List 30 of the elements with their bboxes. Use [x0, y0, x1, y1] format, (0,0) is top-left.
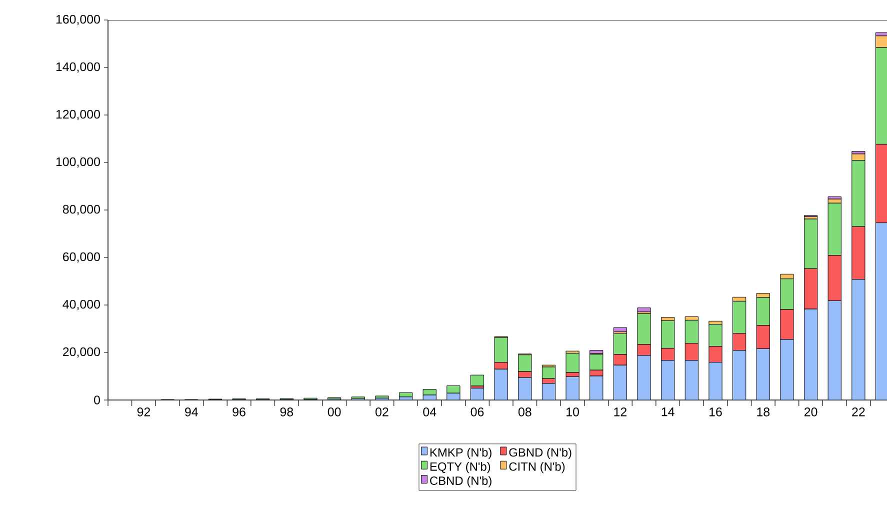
legend-label: EQTY (N'b)	[430, 462, 490, 474]
y-tick-label: 100,000	[56, 157, 100, 168]
y-tick-label: 20,000	[63, 347, 100, 358]
y-tick-label: 120,000	[56, 110, 100, 120]
x-tick-label: 14	[662, 408, 674, 416]
legend-label: KMKP (N'b)	[430, 448, 492, 460]
x-tick-label: 10	[566, 408, 579, 416]
x-tick-label: 20	[804, 408, 818, 416]
x-tick-label: 94	[185, 408, 198, 416]
x-tick-label: 02	[376, 408, 388, 416]
x-tick-label: 18	[757, 408, 770, 416]
x-tick-label: 98	[280, 408, 294, 416]
x-tick-label: 92	[137, 408, 150, 416]
x-tick-label: 00	[328, 408, 341, 416]
x-tick-label: 22	[852, 408, 865, 416]
x-tick-label: 04	[423, 408, 436, 416]
x-tick-label: 06	[470, 408, 484, 416]
legend-label: CITN (N'b)	[509, 462, 565, 474]
y-tick-label: 140,000	[56, 62, 100, 73]
x-tick-label: 96	[232, 408, 246, 416]
y-tick-label: 0	[94, 396, 100, 404]
legend-label: CBND (N'b)	[430, 476, 492, 488]
y-tick-label: 40,000	[62, 300, 100, 310]
x-tick-label: 12	[614, 408, 626, 416]
x-tick-label: 08	[518, 408, 532, 416]
y-tick-label: 160,000	[56, 14, 100, 26]
legend-label: GBND (N'b)	[509, 448, 572, 460]
y-tick-label: 80,000	[62, 204, 100, 216]
x-tick-label: 16	[710, 408, 722, 416]
y-tick-label: 60,000	[63, 252, 100, 263]
